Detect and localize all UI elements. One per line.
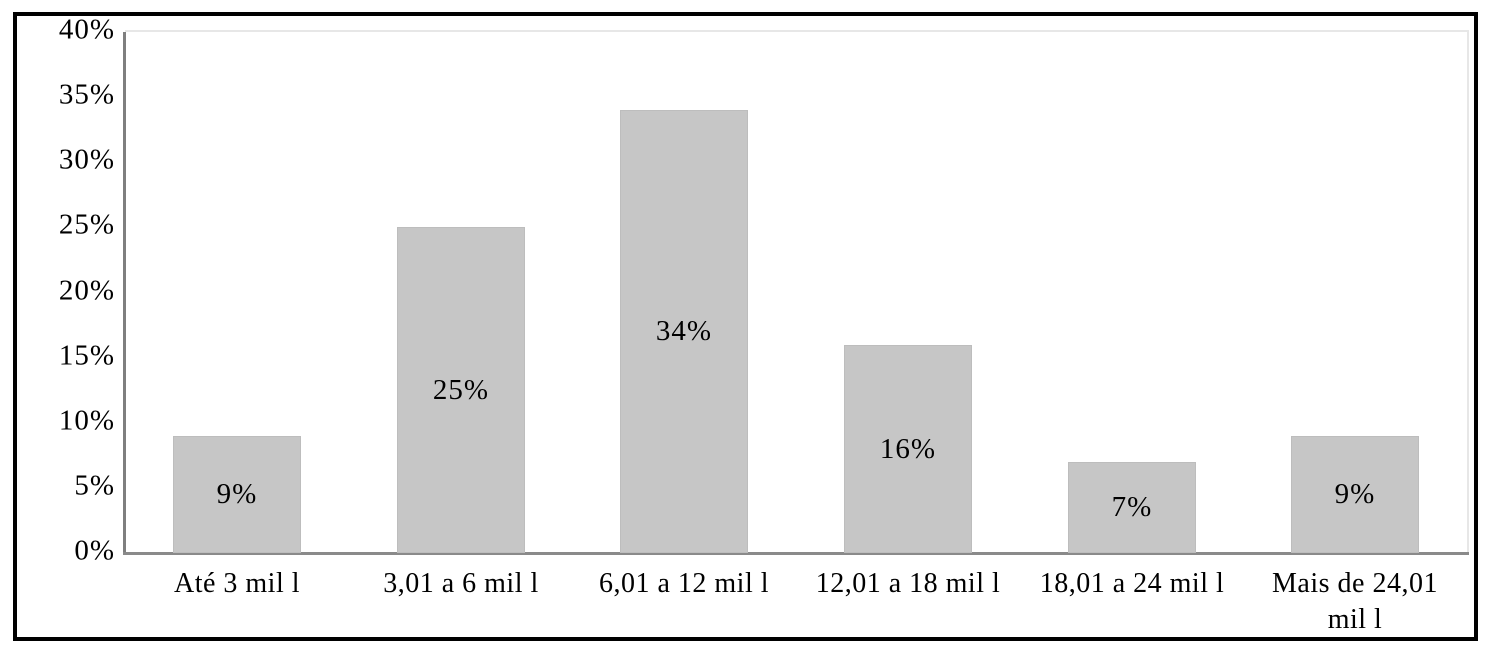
y-tick-label: 30% xyxy=(58,143,115,176)
bar-value-label: 16% xyxy=(879,432,937,465)
bar-5: 7% xyxy=(1068,462,1196,553)
y-tick-label: 20% xyxy=(58,274,115,306)
x-tick-label: 3,01 a 6 mil l xyxy=(383,568,539,599)
y-axis: 40% 35% 30% 25% 20% 15% 10% 5% 0% xyxy=(23,15,115,565)
x-tick-label: 18,01 a 24 mil l xyxy=(1039,568,1225,599)
bar-4: 16% xyxy=(844,345,972,553)
plot-area: 9% 25% 34% 16% 7% 9% xyxy=(123,30,1469,555)
y-tick-label: 5% xyxy=(74,469,115,502)
bar-3: 34% xyxy=(620,110,748,553)
bar-value-label: 9% xyxy=(1334,478,1376,510)
bar-value-label: 25% xyxy=(432,373,490,406)
x-axis: Até 3 mil l 3,01 a 6 mil l 6,01 a 12 mil l… xyxy=(125,566,1467,636)
x-tick-label: Até 3 mil l xyxy=(173,568,301,599)
y-axis-line xyxy=(123,32,126,553)
y-tick-label: 25% xyxy=(58,208,115,241)
bar-2: 25% xyxy=(397,227,525,553)
y-tick-label: 15% xyxy=(58,339,115,372)
y-tick-label: 40% xyxy=(58,13,115,46)
bar-6: 9% xyxy=(1291,436,1419,553)
bar-value-label: 7% xyxy=(1111,491,1153,523)
chart-frame: 40% 35% 30% 25% 20% 15% 10% 5% 0% 9% 25% 34% 16% 7% 9… xyxy=(13,12,1478,641)
bar-1: 9% xyxy=(173,436,301,553)
y-tick-label: 0% xyxy=(74,534,115,567)
x-tick-label: Mais de 24,01 mil l xyxy=(1272,568,1438,636)
y-tick-label: 10% xyxy=(58,404,115,437)
bar-value-label: 9% xyxy=(216,478,258,510)
bar-value-label: 34% xyxy=(655,315,713,347)
y-tick-label: 35% xyxy=(58,78,115,111)
x-axis-line xyxy=(123,552,1469,555)
x-tick-label: 12,01 a 18 mil l xyxy=(815,568,1001,599)
x-tick-label: 6,01 a 12 mil l xyxy=(598,568,770,599)
